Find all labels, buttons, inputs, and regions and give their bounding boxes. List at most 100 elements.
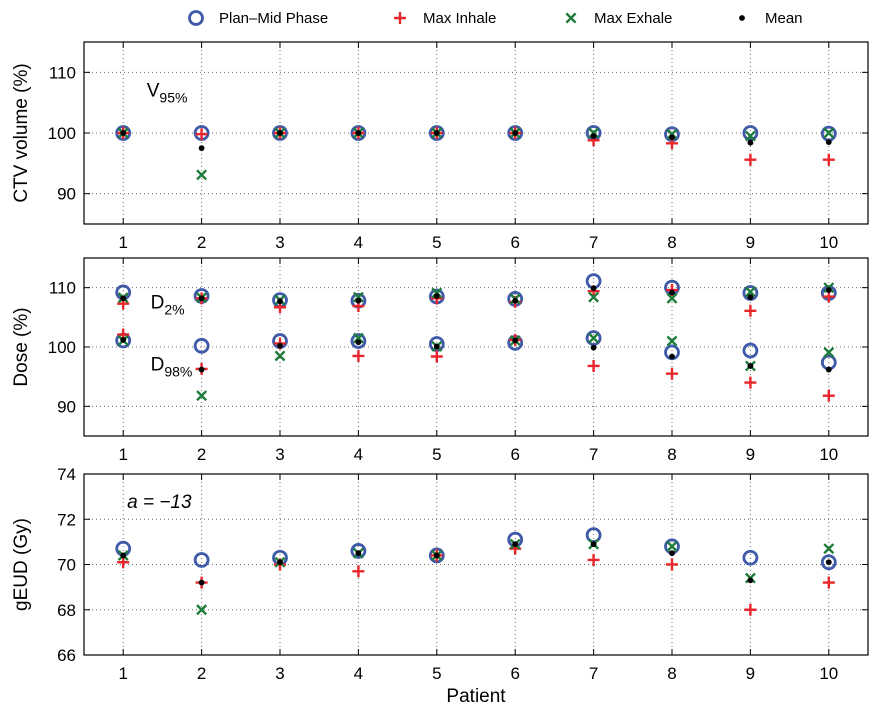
data-point-plus [430, 350, 443, 363]
data-point-cross [666, 128, 678, 140]
data-point-dot [277, 559, 283, 566]
x-tick-label: 10 [819, 233, 838, 252]
panel-annotation: V95% [147, 81, 188, 106]
panel-annotation: a = −13 [127, 492, 192, 513]
x-tick-label: 7 [589, 445, 598, 464]
x-tick-label: 3 [275, 664, 284, 683]
data-point-circle [820, 554, 837, 571]
data-point-cross [352, 291, 364, 303]
data-point-plus [352, 565, 365, 578]
data-point-dot [120, 552, 127, 559]
y-axis-label: gEUD (Gy) [11, 518, 32, 611]
y-tick-label: 90 [57, 397, 76, 416]
data-point-dot [433, 552, 440, 559]
data-point-cross [744, 130, 756, 142]
annotation-subscript: 98% [164, 364, 192, 380]
x-tick-label: 6 [510, 664, 519, 683]
data-point-dot [512, 541, 519, 548]
data-point-dot [669, 353, 675, 360]
data-point-dot [590, 344, 597, 351]
data-point-dot [747, 363, 754, 369]
data-point-dot [669, 289, 675, 296]
panel-geud: 1 2 3 4 5 6 7 8 9 10 66 68 70 72 74 gEUD (Gy) Patient a =… [11, 465, 869, 707]
x-tick-label: 2 [197, 664, 206, 683]
x-tick-label: 9 [746, 664, 755, 683]
data-point-plus [352, 349, 365, 362]
y-tick-label: 66 [57, 646, 76, 665]
data-point-dot [669, 550, 675, 557]
data-point-dot [120, 130, 127, 136]
data-point-dot [825, 139, 832, 146]
data-point-plus [744, 376, 757, 389]
y-tick-label: 72 [57, 510, 76, 529]
x-tick-label: 6 [510, 445, 519, 464]
x-tick-label: 1 [118, 233, 127, 252]
data-point-plus [587, 553, 600, 566]
y-tick-label: 110 [49, 63, 76, 82]
data-point-dot [277, 342, 283, 349]
data-point-circle [272, 125, 288, 141]
legend-label: Mean [765, 10, 803, 27]
data-point-dot [355, 550, 362, 557]
x-tick-label: 5 [432, 233, 441, 252]
data-point-dot [512, 130, 519, 136]
x-tick-label: 1 [118, 664, 127, 683]
x-tick-label: 7 [589, 233, 598, 252]
y-tick-label: 74 [57, 465, 76, 484]
data-point-cross [666, 292, 678, 304]
data-point-dot [512, 297, 519, 304]
data-point-plus [744, 304, 757, 317]
y-axis-label: Dose (%) [11, 307, 32, 386]
y-tick-label: 90 [57, 185, 76, 204]
data-point-cross [588, 291, 600, 303]
data-point-cross [352, 332, 364, 344]
data-point-dot [120, 295, 127, 302]
data-point-dot [433, 293, 440, 299]
x-tick-label: 4 [354, 664, 363, 683]
x-tick-label: 4 [354, 233, 363, 252]
data-point-cross [823, 127, 835, 139]
x-tick-label: 10 [819, 664, 838, 683]
x-tick-label: 10 [819, 445, 838, 464]
annotation-subscript: 95% [159, 90, 187, 106]
data-point-plus [822, 153, 835, 166]
data-point-circle [350, 333, 367, 349]
data-point-dot [433, 343, 440, 350]
x-tick-label: 6 [510, 233, 519, 252]
data-point-cross [196, 390, 208, 402]
data-point-dot [825, 559, 832, 566]
legend-marker-dot [739, 15, 745, 21]
data-point-plus [195, 128, 208, 141]
data-point-dot [120, 336, 127, 343]
data-point-cross [196, 604, 208, 616]
x-tick-label: 7 [589, 664, 598, 683]
data-point-cross [588, 127, 600, 139]
legend-marker-plus [394, 12, 406, 24]
legend-label: Max Exhale [594, 10, 672, 27]
panel-annotation: D98% [151, 355, 193, 380]
data-point-dot [590, 541, 597, 548]
data-point-dot [669, 134, 675, 141]
x-tick-label: 9 [746, 445, 755, 464]
x-tick-label: 3 [275, 233, 284, 252]
data-point-dot [433, 130, 440, 136]
legend-label: Plan–Mid Phase [219, 10, 328, 27]
annotation-base: D [151, 292, 165, 313]
data-point-circle [193, 337, 210, 354]
legend: Plan–Mid Phase Max Inhale Max Exhale Mean [188, 10, 803, 27]
data-point-cross [666, 335, 678, 347]
panel-ctv-volume: 1 2 3 4 5 6 7 8 9 10 90 100 110 CTV volume (%) V95% [11, 41, 869, 252]
y-axis-label: CTV volume (%) [11, 63, 32, 202]
data-point-dot [355, 297, 362, 304]
data-point-dot [590, 285, 597, 292]
data-point-cross [431, 287, 443, 299]
x-tick-label: 8 [667, 664, 676, 683]
data-point-dot [198, 145, 205, 152]
data-point-circle [350, 125, 367, 141]
data-point-dot [277, 298, 283, 305]
y-tick-label: 100 [48, 338, 76, 357]
x-tick-label: 9 [746, 233, 755, 252]
data-point-dot [747, 294, 754, 301]
